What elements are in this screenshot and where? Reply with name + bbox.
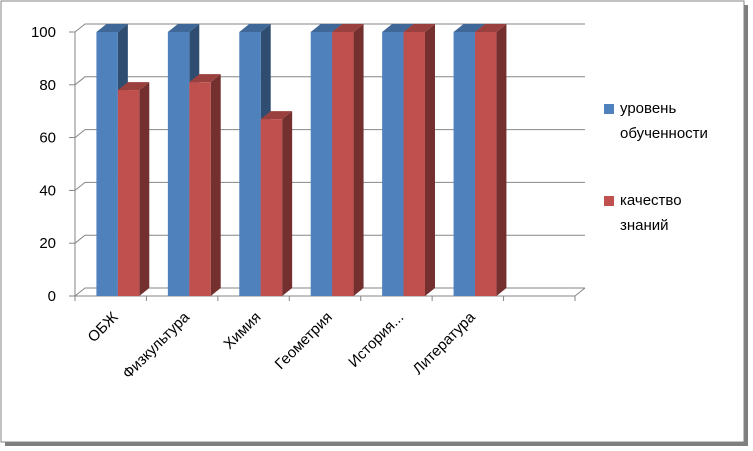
legend-label: уровень обученности [620,100,708,142]
legend-label: качество знаний [620,192,682,234]
y-tick-label: 80 [39,77,56,94]
bar-top [117,82,150,91]
bar [403,32,425,296]
y-tick-label: 0 [48,288,56,305]
legend-swatch [604,196,614,206]
legend-swatch [604,104,614,114]
y-tick-label: 100 [31,24,56,41]
bar-side [496,24,507,296]
legend-item: качество знаний [604,188,744,238]
legend-item: уровень обученности [604,96,744,146]
bar [96,32,118,296]
legend: уровень обученности качество знаний [604,96,744,280]
bar-top [332,24,364,32]
y-tick-label: 20 [39,235,56,252]
bar-top [403,24,435,32]
bar [310,32,333,296]
bar-side [139,82,150,296]
y-tick-label: 40 [39,182,56,199]
bar-top [189,74,221,83]
bar [475,32,497,296]
bar-top [167,24,200,32]
bar [167,32,190,296]
bar-top [260,111,293,120]
bar-side [353,24,364,296]
bar [332,32,354,296]
bar-top [96,24,128,32]
bar-top [382,24,414,32]
bar-side [282,111,293,297]
y-tick-label: 60 [39,130,56,147]
bar [239,32,261,296]
bar-top [453,24,485,32]
bar-top [310,24,343,32]
bar-top [239,24,271,32]
bar [453,32,475,296]
bar-side [210,74,221,296]
bar [117,90,140,296]
bar-side [425,24,435,296]
bar-top [475,24,507,32]
bar [189,82,211,296]
bar [260,119,283,297]
bar [382,32,404,296]
